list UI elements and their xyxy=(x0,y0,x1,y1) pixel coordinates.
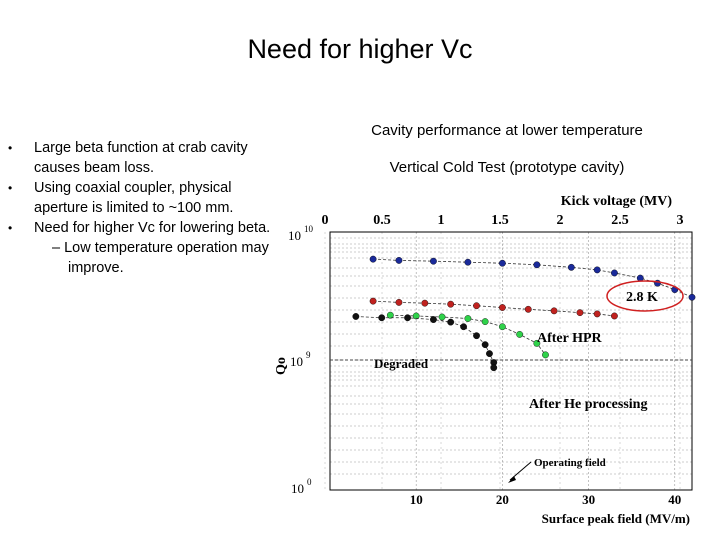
bullet-list: • Large beta function at crab cavity caus… xyxy=(8,138,280,278)
data-point xyxy=(486,350,493,357)
bottom-tick-label: 40 xyxy=(668,492,681,507)
bullet-text: Large beta function at crab cavity cause… xyxy=(34,140,248,176)
y-tick-label-mid: 10 xyxy=(290,354,303,369)
data-point xyxy=(688,293,696,301)
figure-caption: Cavity performance at lower temperature xyxy=(371,122,643,139)
data-point xyxy=(473,332,480,340)
slide-title: Need for higher Vc xyxy=(247,34,473,64)
y-tick-exp-mid: 9 xyxy=(306,350,311,360)
data-point xyxy=(386,311,394,319)
bullet-text: Using coaxial coupler, physical aperture… xyxy=(34,180,234,216)
data-point xyxy=(567,263,575,271)
data-point xyxy=(447,300,455,308)
data-point xyxy=(593,266,601,274)
arrowhead-icon xyxy=(508,476,516,483)
data-point xyxy=(481,318,489,325)
data-point xyxy=(516,330,524,338)
bottom-tick-label: 30 xyxy=(582,492,595,507)
bullet-item: • Using coaxial coupler, physical apertur… xyxy=(8,178,280,218)
data-point xyxy=(378,314,386,322)
y-tick-label-top: 10 xyxy=(288,228,301,243)
data-point xyxy=(473,302,480,310)
bullet-dot: • xyxy=(8,221,13,235)
data-point xyxy=(490,364,498,372)
top-tick-label: 2 xyxy=(557,213,564,228)
top-tick-label: 2.5 xyxy=(611,213,629,228)
sub-bullet: – Low temperature operation may improve. xyxy=(52,240,269,276)
data-point xyxy=(498,323,506,331)
data-point xyxy=(464,315,472,322)
y-tick-exp-bottom: 0 xyxy=(307,477,312,487)
top-tick-label: 1 xyxy=(438,213,445,228)
after-he-label: After He processing xyxy=(529,397,647,412)
after-hpr-label: After HPR xyxy=(537,331,603,346)
data-point xyxy=(550,307,558,315)
data-point xyxy=(412,312,420,320)
bullet-dot: • xyxy=(8,141,13,155)
data-point xyxy=(421,299,429,307)
data-point xyxy=(438,313,446,321)
data-point xyxy=(611,269,618,277)
bottom-axis-ticks: 10 20 30 40 xyxy=(410,492,682,507)
degraded-label: Degraded xyxy=(374,356,429,371)
top-tick-label: 1.5 xyxy=(491,213,509,228)
data-point xyxy=(447,318,455,326)
data-point xyxy=(533,339,541,347)
bullet-item: • Need for higher Vc for lowering beta. –… xyxy=(8,218,280,278)
temperature-highlight xyxy=(606,280,684,312)
y-tick-exp-top: 10 xyxy=(304,224,314,234)
data-point xyxy=(430,257,437,265)
data-point xyxy=(369,255,377,263)
plot-frame xyxy=(329,231,693,491)
data-point xyxy=(430,316,437,323)
bottom-tick-label: 20 xyxy=(496,492,509,507)
temperature-label: 2.8 K xyxy=(626,290,658,305)
data-point xyxy=(542,351,549,359)
data-point xyxy=(533,261,541,269)
data-point xyxy=(369,297,377,305)
data-point xyxy=(395,298,403,306)
data-point xyxy=(593,310,601,318)
data-point xyxy=(611,312,618,320)
operating-field-label: Operating field xyxy=(534,457,606,469)
y-axis-label: Qo xyxy=(274,357,289,375)
top-axis-ticks: 0 0.5 1 1.5 2 2.5 3 xyxy=(322,213,684,228)
data-point xyxy=(460,323,467,331)
top-tick-label: 3 xyxy=(677,213,684,228)
data-point xyxy=(352,313,360,320)
data-point xyxy=(524,305,532,313)
top-tick-label: 0.5 xyxy=(373,213,391,228)
y-tick-label-bottom: 10 xyxy=(291,481,304,496)
data-point xyxy=(481,341,489,349)
data-point xyxy=(498,259,506,267)
series-line xyxy=(373,300,615,317)
data-point xyxy=(395,257,403,264)
top-tick-label: 0 xyxy=(322,213,329,228)
bullet-text: Need for higher Vc for lowering beta. xyxy=(34,220,271,236)
bullet-item: • Large beta function at crab cavity caus… xyxy=(8,138,280,178)
top-axis-label: Kick voltage (MV) xyxy=(561,194,673,209)
data-point xyxy=(464,258,472,266)
data-point xyxy=(498,304,506,311)
data-series xyxy=(352,255,696,372)
data-point xyxy=(576,309,584,317)
bottom-tick-label: 10 xyxy=(410,492,423,507)
bullet-dot: • xyxy=(8,181,13,195)
x-axis-label: Surface peak field (MV/m) xyxy=(542,511,690,526)
data-point xyxy=(404,314,411,322)
figure-subcaption: Vertical Cold Test (prototype cavity) xyxy=(389,159,625,176)
